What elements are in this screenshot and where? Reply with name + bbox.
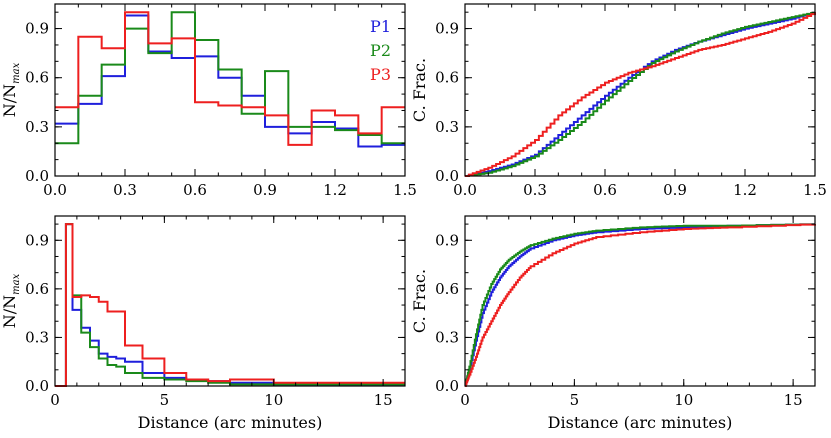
y-axis-label-main: C. Frac. — [410, 269, 429, 333]
y-tick-label: 0.0 — [435, 377, 459, 395]
series-p1-line — [464, 223, 816, 387]
y-axis-label: N/Nmax — [0, 273, 22, 328]
series-p2-line — [464, 223, 816, 387]
y-axis-label-main: C. Frac. — [410, 58, 429, 122]
y-tick-label: 0.3 — [435, 328, 459, 346]
y-axis-label-main: N/N — [0, 84, 19, 117]
x-tick-label: 0 — [50, 391, 60, 409]
y-tick-label: 0.3 — [435, 118, 459, 136]
plot-frame — [464, 215, 816, 387]
y-tick-label: 0.6 — [435, 69, 459, 87]
panel-top-right: 0.0 0.3 0.6 0.9 1.2 1.5 0.0 0.3 0.6 0.9 C. Frac. — [410, 3, 827, 199]
series-p3-line — [55, 223, 405, 387]
y-tick-label: 0.6 — [435, 280, 459, 298]
x-tick-label: 5 — [570, 391, 580, 409]
y-tick-label: 0.6 — [25, 280, 49, 298]
series-p3-line — [55, 11, 405, 146]
series-p2-line — [55, 223, 405, 387]
x-tick-label: 0.9 — [663, 181, 687, 199]
x-tick-label: 0.6 — [593, 181, 617, 199]
series-p1-line — [55, 14, 405, 148]
series-p2-line — [55, 11, 405, 145]
series-p2-line — [465, 12, 816, 177]
y-tick-label: 0.9 — [435, 20, 459, 38]
x-tick-label: 0.0 — [43, 181, 67, 199]
series-p3-line — [465, 12, 816, 177]
y-tick-label: 0.9 — [25, 231, 49, 249]
x-tick-label: 15 — [784, 391, 803, 409]
y-tick-label: 0.0 — [25, 377, 49, 395]
y-tick-label: 0.6 — [25, 69, 49, 87]
y-tick-label: 0.9 — [25, 20, 49, 38]
x-tick-label: 10 — [674, 391, 693, 409]
y-axis-label: C. Frac. — [410, 269, 429, 333]
legend-entry-p3: P3 — [370, 65, 391, 84]
x-tick-label: 1.5 — [803, 181, 827, 199]
x-tick-label: 1.2 — [323, 181, 347, 199]
y-tick-label: 0.3 — [25, 118, 49, 136]
x-axis-label: Distance (arc minutes) — [138, 413, 323, 432]
y-axis-label-subscript: max — [11, 273, 22, 294]
x-axis-label: Distance (arc minutes) — [548, 413, 733, 432]
x-tick-label: 0.3 — [523, 181, 547, 199]
x-tick-label: 5 — [160, 391, 170, 409]
plot-frame — [464, 3, 816, 177]
x-tick-label: 0.6 — [183, 181, 207, 199]
y-tick-label: 0.3 — [25, 328, 49, 346]
x-tick-label: 15 — [374, 391, 393, 409]
x-tick-label: 1.5 — [393, 181, 417, 199]
legend-entry-p1: P1 — [370, 17, 391, 36]
y-tick-label: 0.0 — [435, 167, 459, 185]
y-tick-label: 0.0 — [25, 167, 49, 185]
panel-bottom-left: 0 5 10 15 0.0 0.3 0.6 0.9 N/Nmax Distance (arc mi… — [0, 215, 406, 432]
x-tick-label: 0.9 — [253, 181, 277, 199]
y-axis-label: N/Nmax — [0, 62, 22, 117]
x-tick-label: 0.0 — [453, 181, 477, 199]
x-tick-label: 10 — [264, 391, 283, 409]
y-axis-label-subscript: max — [11, 62, 22, 83]
x-tick-label: 0 — [460, 391, 470, 409]
y-axis-label: C. Frac. — [410, 58, 429, 122]
series-p1-line — [465, 12, 816, 177]
panel-top-left: 0.0 0.3 0.6 0.9 1.2 1.5 0.0 0.3 0.6 0.9 N/Nmax P1 P2… — [0, 3, 417, 199]
x-tick-label: 0.3 — [113, 181, 137, 199]
legend: P1 P2 P3 — [370, 17, 391, 84]
y-axis-label-main: N/N — [0, 295, 19, 328]
plot-frame — [54, 3, 406, 177]
panel-bottom-right: 0 5 10 15 0.0 0.3 0.6 0.9 C. Frac. Distance (arc … — [410, 215, 816, 432]
y-tick-label: 0.9 — [435, 231, 459, 249]
legend-entry-p2: P2 — [370, 41, 391, 60]
series-p3-line — [464, 223, 816, 387]
x-tick-label: 1.2 — [733, 181, 757, 199]
